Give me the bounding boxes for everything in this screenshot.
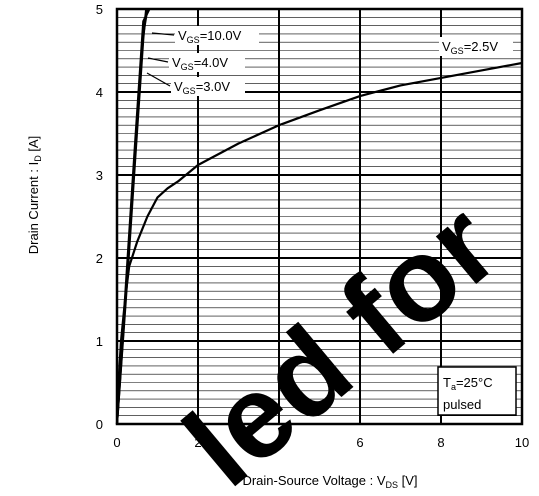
series-label-bg — [175, 26, 259, 45]
y-tick-label: 1 — [96, 334, 103, 349]
series-label: VGS=3.0V — [174, 79, 230, 96]
x-tick-label: 0 — [113, 435, 120, 450]
y-tick-labels: 0 1 2 3 4 5 — [96, 2, 103, 432]
conditions-annotation: Ta=25°C pulsed — [437, 366, 517, 416]
series-label-bg — [439, 37, 513, 56]
x-tick-label: 4 — [275, 435, 282, 450]
svg-text:pulsed: pulsed — [443, 397, 481, 412]
x-tick-label: 6 — [356, 435, 363, 450]
svg-text:Ta=25°C: Ta=25°C — [443, 375, 493, 392]
y-tick-label: 4 — [96, 85, 103, 100]
watermark: led for — [161, 179, 522, 496]
curve-labels: VGS=10.0V VGS=4.0V VGS=3.0V VGS=2.5V — [146, 26, 513, 96]
x-tick-label: 8 — [437, 435, 444, 450]
series-label: VGS=2.5V — [442, 39, 498, 56]
series-label: VGS=4.0V — [172, 55, 228, 72]
series-leader-line — [151, 32, 175, 36]
y-tick-label: 0 — [96, 417, 103, 432]
series-label: VGS=10.0V — [178, 28, 242, 45]
x-tick-label: 10 — [515, 435, 529, 450]
series-label-bg — [171, 77, 245, 96]
plot-frame — [115, 7, 524, 426]
y-tick-label: 2 — [96, 251, 103, 266]
series-leader-line — [147, 57, 169, 63]
x-tick-labels: 0 2 4 6 8 10 — [113, 435, 529, 450]
y-axis-title: Drain Current : ID [A] — [26, 136, 43, 255]
series-line — [115, 61, 523, 425]
curves — [115, 8, 523, 425]
series-line — [115, 8, 148, 425]
y-tick-label: 3 — [96, 168, 103, 183]
x-tick-label: 2 — [194, 435, 201, 450]
x-axis-title: Drain-Source Voltage : VDS [V] — [242, 473, 417, 490]
series-label-bg — [169, 53, 245, 72]
series-leader-line — [146, 72, 171, 87]
y-tick-label: 5 — [96, 2, 103, 17]
